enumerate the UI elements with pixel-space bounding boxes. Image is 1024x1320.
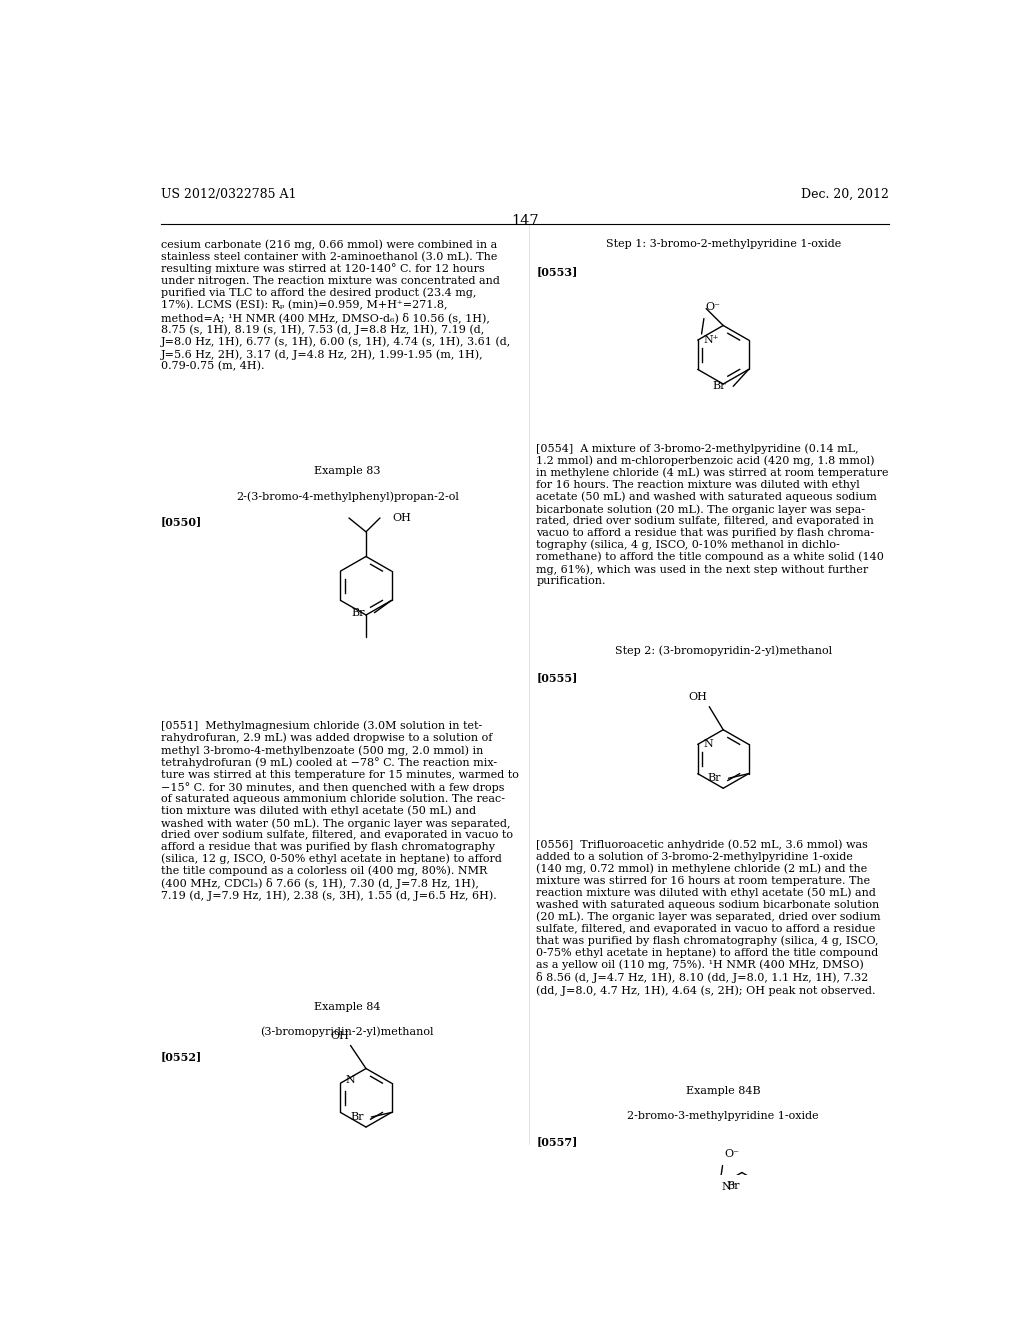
Text: (3-bromopyridin-2-yl)methanol: (3-bromopyridin-2-yl)methanol	[260, 1026, 434, 1036]
Text: Step 1: 3-bromo-2-methylpyridine 1-oxide: Step 1: 3-bromo-2-methylpyridine 1-oxide	[605, 239, 841, 249]
Text: [0556]  Trifluoroacetic anhydride (0.52 mL, 3.6 mmol) was
added to a solution of: [0556] Trifluoroacetic anhydride (0.52 m…	[537, 840, 881, 995]
Text: Br: Br	[351, 607, 366, 618]
Text: [0557]: [0557]	[537, 1137, 578, 1147]
Text: Br: Br	[712, 381, 725, 391]
Text: [0553]: [0553]	[537, 267, 578, 277]
Text: Dec. 20, 2012: Dec. 20, 2012	[801, 187, 889, 201]
Text: Br: Br	[726, 1180, 739, 1191]
Text: [0554]  A mixture of 3-bromo-2-methylpyridine (0.14 mL,
1.2 mmol) and m-chlorope: [0554] A mixture of 3-bromo-2-methylpyri…	[537, 444, 889, 586]
Text: cesium carbonate (216 mg, 0.66 mmol) were combined in a
stainless steel containe: cesium carbonate (216 mg, 0.66 mmol) wer…	[161, 239, 511, 372]
Text: N⁺: N⁺	[722, 1183, 737, 1192]
Text: [0551]  Methylmagnesium chloride (3.0M solution in tet-
rahydrofuran, 2.9 mL) wa: [0551] Methylmagnesium chloride (3.0M so…	[161, 721, 518, 902]
Text: Br: Br	[708, 774, 721, 783]
Text: 147: 147	[511, 214, 539, 228]
Text: N⁺: N⁺	[703, 335, 719, 345]
Text: 2-bromo-3-methylpyridine 1-oxide: 2-bromo-3-methylpyridine 1-oxide	[628, 1111, 819, 1121]
Text: 2-(3-bromo-4-methylphenyl)propan-2-ol: 2-(3-bromo-4-methylphenyl)propan-2-ol	[236, 491, 459, 502]
Text: O⁻: O⁻	[706, 302, 721, 313]
Text: Example 83: Example 83	[314, 466, 381, 477]
Text: OH: OH	[392, 513, 412, 523]
Text: Example 84B: Example 84B	[686, 1086, 761, 1096]
Text: [0552]: [0552]	[161, 1052, 202, 1063]
Text: N: N	[346, 1074, 355, 1085]
Text: Example 84: Example 84	[314, 1002, 381, 1011]
Text: US 2012/0322785 A1: US 2012/0322785 A1	[161, 187, 296, 201]
Text: O⁻: O⁻	[724, 1150, 739, 1159]
Text: N: N	[703, 739, 713, 750]
Text: [0555]: [0555]	[537, 672, 578, 682]
Text: OH: OH	[689, 692, 708, 702]
Text: [0550]: [0550]	[161, 516, 202, 528]
Text: Br: Br	[350, 1111, 364, 1122]
Text: OH: OH	[330, 1031, 349, 1040]
Text: Step 2: (3-bromopyridin-2-yl)methanol: Step 2: (3-bromopyridin-2-yl)methanol	[614, 645, 831, 656]
